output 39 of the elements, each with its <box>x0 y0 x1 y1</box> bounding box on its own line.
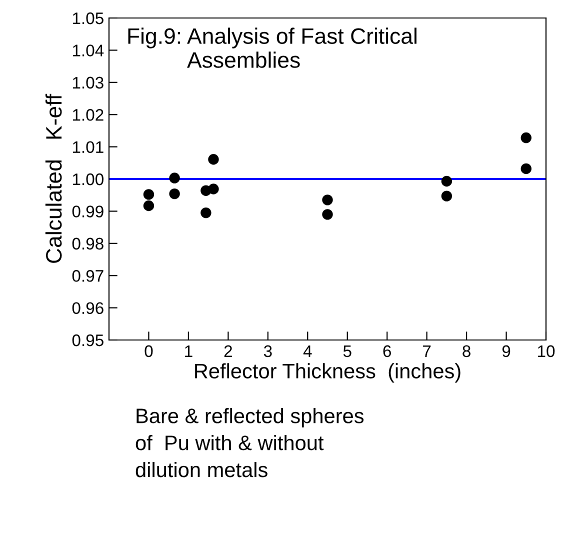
x-axis-title: Reflector Thickness (inches) <box>195 363 460 383</box>
x-tick-label: 2 <box>224 345 232 357</box>
y-tick-label: 0.95 <box>72 334 104 346</box>
point <box>208 184 219 194</box>
point <box>520 163 532 174</box>
point <box>208 154 219 165</box>
x-tick-label: 3 <box>264 345 272 358</box>
point <box>322 194 333 206</box>
point <box>520 132 532 144</box>
x-tick-label: 9 <box>502 345 510 358</box>
y-axis-title: Calculated K-eff <box>45 94 62 263</box>
x-tick-label: 10 <box>538 345 555 358</box>
point <box>441 176 452 187</box>
y-tick-label: 1.02 <box>72 109 104 121</box>
point <box>169 188 180 200</box>
y-tick-label: 1.05 <box>72 12 104 24</box>
y-tick-label: 0.99 <box>72 206 104 218</box>
x-tick-label: 7 <box>423 345 431 357</box>
x-tick-label: 1 <box>185 345 192 357</box>
text: Fig.9: Analysis of Fast Critical Assemblies <box>128 28 416 68</box>
point <box>143 200 154 212</box>
y-tick-label: 1.01 <box>72 141 104 154</box>
y-tick-label: 1.03 <box>72 76 104 89</box>
point <box>200 207 212 218</box>
y-tick-label: 0.97 <box>72 270 104 282</box>
point <box>143 189 154 200</box>
x-tick-label: 5 <box>343 345 352 358</box>
text: Bare & reflected spheres of Pu with & without dilution metals <box>136 408 364 478</box>
point <box>441 190 452 202</box>
y-tick-label: 0.98 <box>72 238 104 250</box>
x-tick-label: 0 <box>144 345 153 358</box>
x-tick-label: 8 <box>462 345 470 358</box>
point <box>169 172 180 184</box>
y-tick-label: 0.96 <box>72 302 104 314</box>
x-tick-label: 4 <box>303 345 312 357</box>
y-tick-label: 1.04 <box>72 44 104 56</box>
point <box>322 209 333 220</box>
y-tick-label: 1.00 <box>72 173 104 186</box>
x-tick-label: 6 <box>383 345 391 358</box>
